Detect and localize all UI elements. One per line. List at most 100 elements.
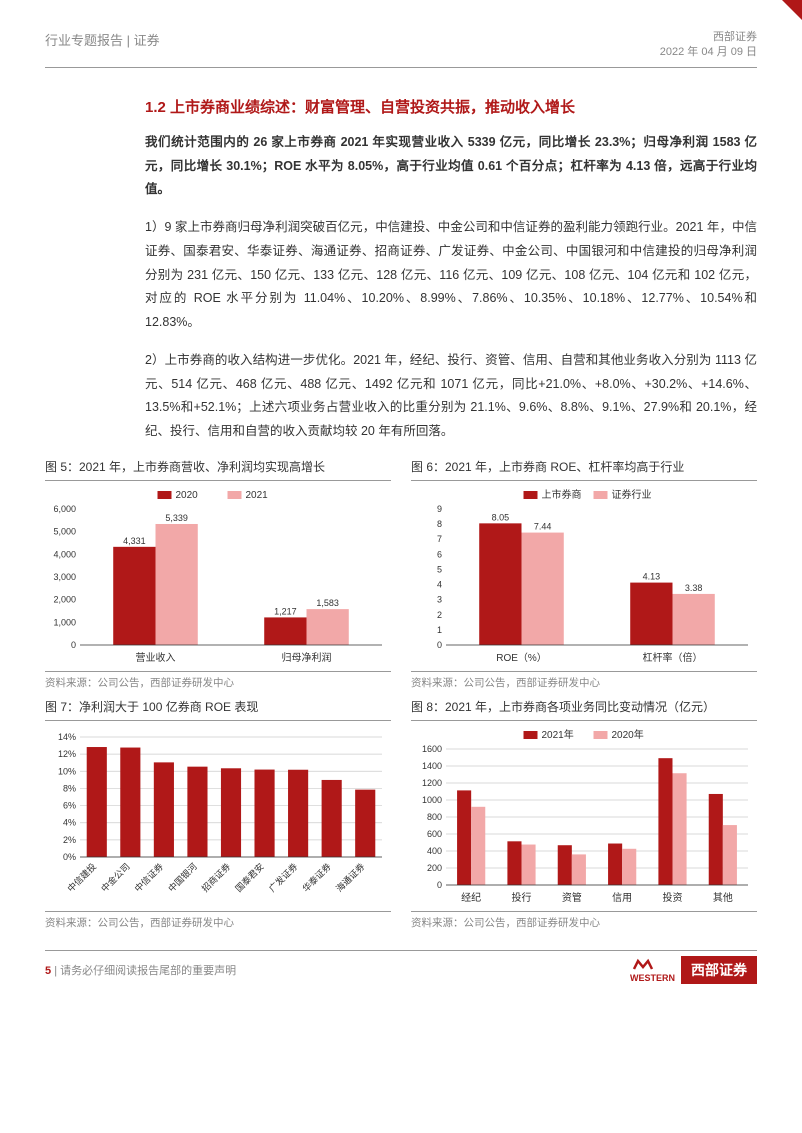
svg-text:华泰证券: 华泰证券 <box>300 860 333 893</box>
chart-6-area: 上市券商 证券行业 0 1 2 3 4 5 6 7 8 9 8.05 7.44 ROE（%） 4.13 3.38… <box>411 487 757 667</box>
svg-text:上市券商: 上市券商 <box>542 488 582 501</box>
chart-8-title: 图 8：2021 年，上市券商各项业务同比变动情况（亿元） <box>411 698 757 721</box>
svg-text:4,331: 4,331 <box>123 536 146 546</box>
svg-text:ROE（%）: ROE（%） <box>496 652 547 664</box>
svg-text:0%: 0% <box>63 852 76 862</box>
header-breadcrumb: 行业专题报告 | 证券 <box>45 30 160 49</box>
svg-text:400: 400 <box>427 846 442 856</box>
svg-text:5,339: 5,339 <box>165 513 188 523</box>
svg-text:投行: 投行 <box>512 891 532 904</box>
svg-text:招商证券: 招商证券 <box>199 860 232 893</box>
svg-text:6%: 6% <box>63 800 76 810</box>
logo-box: 西部证券 <box>681 956 757 984</box>
svg-text:资管: 资管 <box>562 891 582 904</box>
svg-text:4.13: 4.13 <box>643 571 661 581</box>
header-meta: 西部证券 2022 年 04 月 09 日 <box>660 30 757 61</box>
svg-text:8.05: 8.05 <box>492 512 510 522</box>
svg-text:10%: 10% <box>58 766 76 776</box>
svg-text:信用: 信用 <box>612 892 632 904</box>
svg-text:归母净利润: 归母净利润 <box>282 651 332 664</box>
svg-text:中国银河: 中国银河 <box>166 860 199 893</box>
chart-8-source: 资料来源：公司公告，西部证券研发中心 <box>411 911 757 930</box>
svg-text:投资: 投资 <box>663 891 683 904</box>
svg-text:中金公司: 中金公司 <box>99 860 132 893</box>
svg-text:1,217: 1,217 <box>274 606 297 616</box>
logo-small-text: WESTERN <box>630 973 675 983</box>
chart-6-block: 图 6：2021 年，上市券商 ROE、杠杆率均高于行业 上市券商 证券行业 0 1 2… <box>411 458 757 690</box>
svg-text:1: 1 <box>437 625 442 635</box>
svg-text:国泰君安: 国泰君安 <box>233 860 266 893</box>
svg-text:6: 6 <box>437 549 442 559</box>
svg-text:杠杆率（倍）: 杠杆率（倍） <box>643 651 703 664</box>
paragraph-2: 1）9 家上市券商归母净利润突破百亿元，中信建投、中金公司和中信证券的盈利能力领… <box>145 216 757 335</box>
svg-text:5: 5 <box>437 564 442 574</box>
chart-7-svg: 0% 2% 4% 6% 8% 10% 12% 14% 中信建投中金公司中信证券中国银河招商证券国… <box>45 727 390 907</box>
svg-text:2021: 2021 <box>246 490 269 501</box>
page-footer: 5 | 请务必仔细阅读报告尾部的重要声明 WESTERN 西部证券 <box>45 950 757 984</box>
svg-text:1600: 1600 <box>422 744 442 754</box>
page-header: 行业专题报告 | 证券 西部证券 2022 年 04 月 09 日 <box>45 30 757 68</box>
svg-text:7: 7 <box>437 534 442 544</box>
svg-text:1,583: 1,583 <box>316 598 339 608</box>
corner-decoration <box>782 0 802 20</box>
chart-6-title: 图 6：2021 年，上市券商 ROE、杠杆率均高于行业 <box>411 458 757 481</box>
paragraph-3: 2）上市券商的收入结构进一步优化。2021 年，经纪、投行、资管、信用、自营和其… <box>145 349 757 444</box>
svg-text:3.38: 3.38 <box>685 583 703 593</box>
svg-text:0: 0 <box>437 880 442 890</box>
svg-text:广发证券: 广发证券 <box>266 860 299 893</box>
header-date: 2022 年 04 月 09 日 <box>660 45 757 60</box>
paragraph-1: 我们统计范围内的 26 家上市券商 2021 年实现营业收入 5339 亿元，同… <box>145 131 757 202</box>
svg-text:0: 0 <box>437 640 442 650</box>
svg-text:2,000: 2,000 <box>53 594 76 604</box>
chart-5-title: 图 5：2021 年，上市券商营收、净利润均实现高增长 <box>45 458 391 481</box>
svg-text:中信证券: 中信证券 <box>132 860 165 893</box>
charts-row-2: 图 7：净利润大于 100 亿券商 ROE 表现 0% 2% 4% 6% 8% 10% 12… <box>45 698 757 930</box>
chart-5-svg: 2020202101,0002,0003,0004,0005,0006,0004… <box>45 487 390 667</box>
svg-text:800: 800 <box>427 812 442 822</box>
svg-text:1200: 1200 <box>422 778 442 788</box>
footer-text: 请务必仔细阅读报告尾部的重要声明 <box>60 965 236 977</box>
svg-text:14%: 14% <box>58 732 76 742</box>
chart-5-area: 2020202101,0002,0003,0004,0005,0006,0004… <box>45 487 391 667</box>
svg-text:2%: 2% <box>63 835 76 845</box>
page-root: 行业专题报告 | 证券 西部证券 2022 年 04 月 09 日 1.2 上市… <box>0 0 802 1014</box>
footer-logo-group: WESTERN 西部证券 <box>630 956 757 984</box>
svg-text:2: 2 <box>437 610 442 620</box>
chart-7-source: 资料来源：公司公告，西部证券研发中心 <box>45 911 391 930</box>
svg-text:2021年: 2021年 <box>542 728 574 741</box>
section-heading: 1.2 上市券商业绩综述：财富管理、自营投资共振，推动收入增长 <box>145 96 757 117</box>
svg-text:6,000: 6,000 <box>53 504 76 514</box>
svg-text:证券行业: 证券行业 <box>612 488 652 501</box>
footer-page-number: 5 <box>45 965 51 977</box>
svg-text:4%: 4% <box>63 817 76 827</box>
svg-text:其他: 其他 <box>713 891 733 904</box>
chart-5-source: 资料来源：公司公告，西部证券研发中心 <box>45 671 391 690</box>
logo-small: WESTERN <box>630 957 675 983</box>
svg-text:4: 4 <box>437 579 442 589</box>
svg-text:3,000: 3,000 <box>53 572 76 582</box>
svg-text:5,000: 5,000 <box>53 526 76 536</box>
bull-icon <box>630 957 656 973</box>
svg-text:9: 9 <box>437 504 442 514</box>
charts-row-1: 图 5：2021 年，上市券商营收、净利润均实现高增长 2020202101,0… <box>45 458 757 690</box>
svg-text:经纪: 经纪 <box>461 891 481 904</box>
svg-text:3: 3 <box>437 594 442 604</box>
svg-text:8: 8 <box>437 519 442 529</box>
chart-7-block: 图 7：净利润大于 100 亿券商 ROE 表现 0% 2% 4% 6% 8% 10% 12… <box>45 698 391 930</box>
chart-5-block: 图 5：2021 年，上市券商营收、净利润均实现高增长 2020202101,0… <box>45 458 391 690</box>
svg-text:1,000: 1,000 <box>53 617 76 627</box>
svg-text:1000: 1000 <box>422 795 442 805</box>
svg-text:7.44: 7.44 <box>534 521 552 531</box>
svg-text:2020年: 2020年 <box>612 728 644 741</box>
svg-text:中信建投: 中信建投 <box>65 860 98 893</box>
chart-7-title: 图 7：净利润大于 100 亿券商 ROE 表现 <box>45 698 391 721</box>
svg-text:营业收入: 营业收入 <box>136 651 176 664</box>
svg-text:12%: 12% <box>58 749 76 759</box>
chart-8-svg: 2021年2020年02004006008001000120014001600经… <box>411 727 756 907</box>
svg-text:1400: 1400 <box>422 761 442 771</box>
chart-7-area: 0% 2% 4% 6% 8% 10% 12% 14% 中信建投中金公司中信证券中国银河招商证券国… <box>45 727 391 907</box>
svg-text:8%: 8% <box>63 783 76 793</box>
svg-text:200: 200 <box>427 863 442 873</box>
svg-text:海通证券: 海通证券 <box>333 860 366 893</box>
chart-8-area: 2021年2020年02004006008001000120014001600经… <box>411 727 757 907</box>
